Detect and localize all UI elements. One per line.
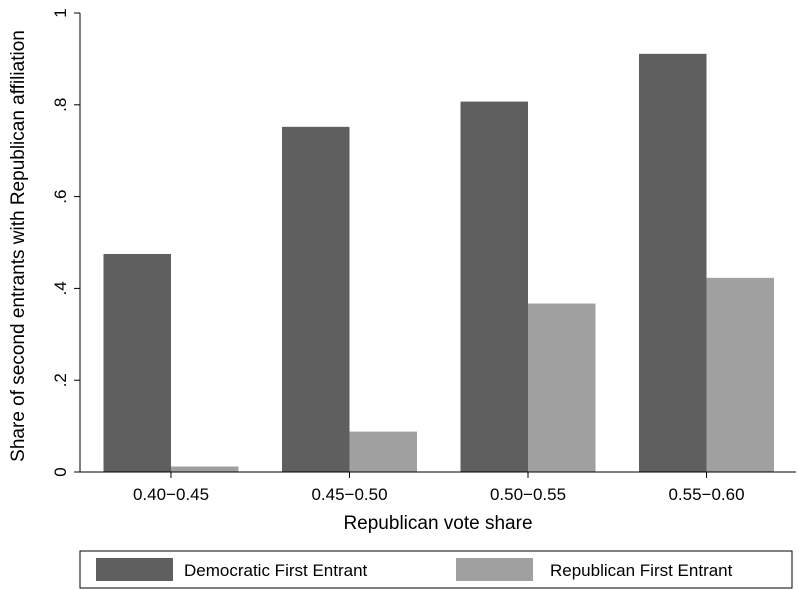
x-tick-label: 0.40−0.45 xyxy=(133,485,209,504)
bars xyxy=(103,53,774,472)
legend-box xyxy=(79,550,793,589)
legend: Democratic First Entrant Republican First… xyxy=(79,550,793,589)
y-tick-label: 0 xyxy=(51,467,70,476)
x-tick-label: 0.55−0.60 xyxy=(668,485,744,504)
y-tick-label: .4 xyxy=(51,281,70,295)
x-tick-label: 0.45−0.50 xyxy=(311,485,387,504)
y-axis: 0 .2 .4 .6 .8 1 xyxy=(51,8,81,477)
y-tick-label: 1 xyxy=(51,8,70,17)
x-axis: 0.40−0.45 0.45−0.50 0.50−0.55 0.55−0.60 xyxy=(80,471,796,504)
x-axis-title: Republican vote share xyxy=(343,513,532,534)
x-tick-label: 0.50−0.55 xyxy=(490,485,566,504)
bar-republican-2 xyxy=(349,431,417,472)
legend-swatch-republican xyxy=(456,558,533,581)
bar-democratic-4 xyxy=(639,53,707,472)
legend-swatch-democratic xyxy=(96,558,173,581)
bar-democratic-2 xyxy=(282,126,350,472)
y-tick-label: .2 xyxy=(51,373,70,387)
y-tick-label: .6 xyxy=(51,190,70,204)
bar-republican-3 xyxy=(528,303,596,472)
legend-label-republican: Republican First Entrant xyxy=(550,561,733,580)
bar-republican-1 xyxy=(171,466,239,472)
y-axis-title: Share of second entrants with Republican… xyxy=(8,30,29,462)
y-tick-label: .8 xyxy=(51,98,70,112)
bar-democratic-1 xyxy=(103,253,171,472)
bar-democratic-3 xyxy=(460,101,528,472)
legend-label-democratic: Democratic First Entrant xyxy=(184,561,368,580)
bar-republican-4 xyxy=(706,277,774,472)
